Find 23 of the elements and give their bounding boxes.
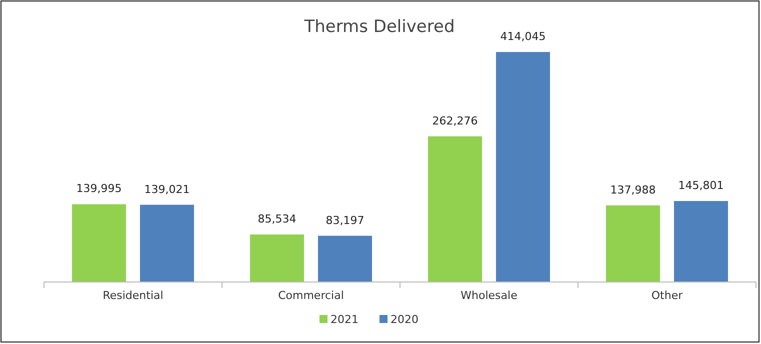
bar xyxy=(72,204,126,282)
bar xyxy=(250,234,304,282)
legend-label: 2021 xyxy=(330,313,358,326)
data-label: 139,995 xyxy=(76,182,122,196)
bar xyxy=(318,236,372,282)
chart-title: Therms Delivered xyxy=(303,17,455,37)
x-tick-label: Commercial xyxy=(278,289,344,302)
data-label: 137,988 xyxy=(610,183,656,196)
data-label: 145,801 xyxy=(678,179,724,192)
bar xyxy=(428,136,482,282)
x-tick-label: Wholesale xyxy=(460,289,518,302)
legend-label: 2020 xyxy=(390,313,418,326)
bar xyxy=(674,201,728,282)
bar xyxy=(606,205,660,282)
data-label: 85,534 xyxy=(258,212,296,226)
x-tick-label: Residential xyxy=(102,289,164,302)
data-label: 262,276 xyxy=(432,114,478,128)
x-tick-label: Other xyxy=(651,289,684,302)
data-label: 414,045 xyxy=(500,30,546,43)
data-label: 139,021 xyxy=(144,182,190,196)
bar xyxy=(496,52,550,282)
data-label: 83,197 xyxy=(326,214,364,227)
bar xyxy=(140,204,194,282)
